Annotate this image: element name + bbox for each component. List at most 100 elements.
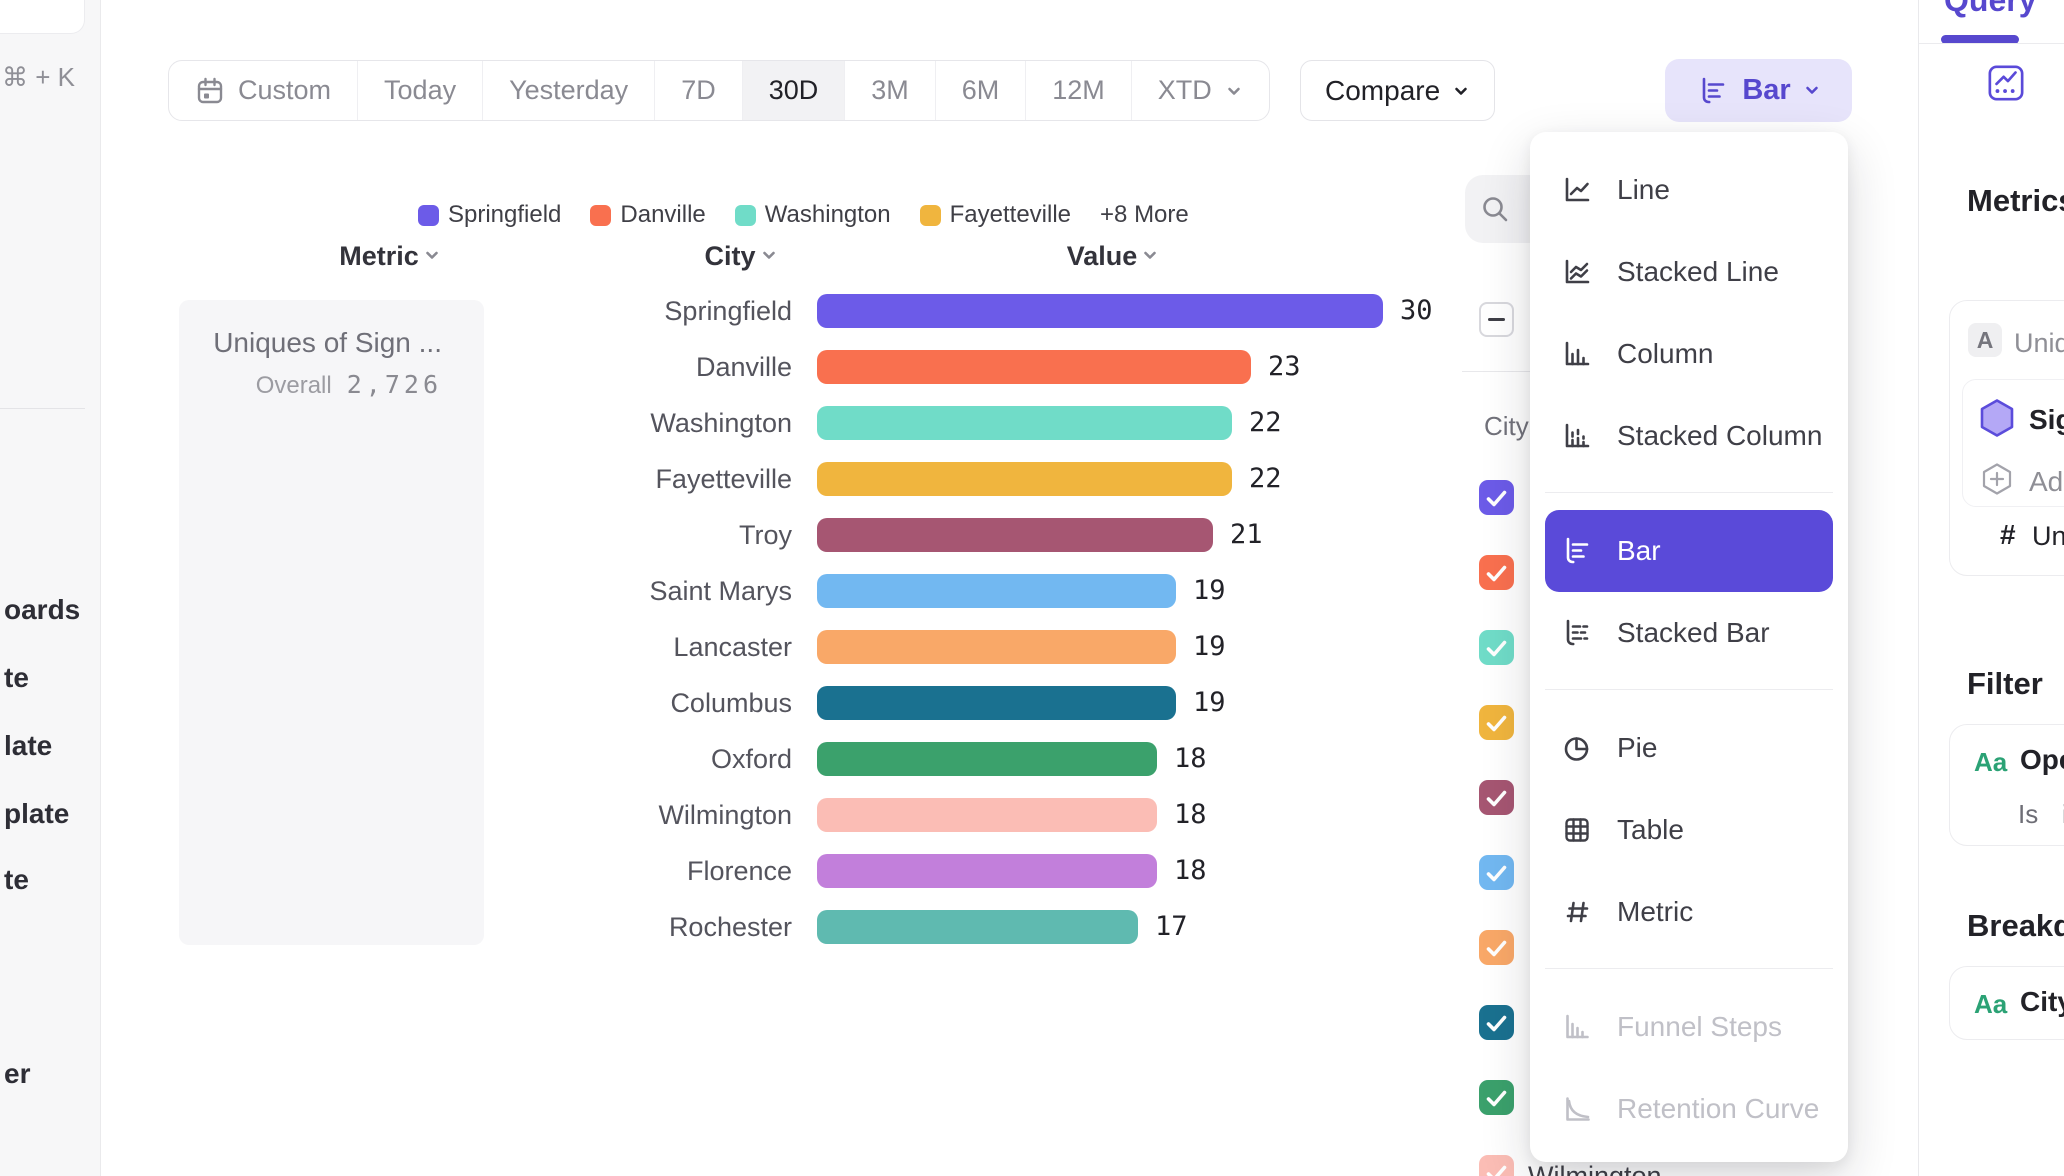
sidebar-item-fragment[interactable]: te — [4, 662, 29, 693]
add-hexagon-icon[interactable] — [1981, 462, 2013, 501]
menu-item-label: Table — [1617, 814, 1684, 845]
date-range-6m[interactable]: 6M — [936, 61, 1027, 120]
bar-florence[interactable] — [817, 854, 1157, 888]
menu-divider — [1545, 968, 1833, 969]
calendar-icon — [195, 76, 225, 106]
bar-lancaster[interactable] — [817, 630, 1176, 664]
column-header-city[interactable]: City — [631, 240, 851, 272]
range-label: XTD — [1157, 75, 1212, 105]
breakdown-heading: Breakdo — [1967, 908, 2064, 943]
line-chart-icon — [1560, 173, 1594, 207]
legend-item[interactable]: Springfield — [418, 201, 561, 229]
date-range-7d[interactable]: 7D — [655, 61, 743, 120]
sidebar-item-fragment[interactable]: te — [4, 864, 29, 895]
bar-rochester[interactable] — [817, 910, 1138, 944]
date-range-xtd[interactable]: XTD — [1132, 61, 1269, 120]
legend-item[interactable]: Washington — [734, 201, 891, 229]
indeterminate-minus-icon — [1488, 317, 1505, 322]
date-range-30d[interactable]: 30D — [742, 61, 846, 120]
range-label: 12M — [1052, 75, 1105, 105]
series-checkbox-lancaster[interactable] — [1479, 930, 1514, 965]
filter-heading: Filter — [1967, 666, 2043, 701]
column-header-value[interactable]: Value — [1003, 240, 1223, 272]
select-all-checkbox[interactable] — [1479, 302, 1514, 337]
sidebar-search-box[interactable] — [0, 0, 85, 34]
range-label: 30D — [768, 75, 819, 105]
series-checkbox-saint-marys[interactable] — [1479, 855, 1514, 890]
metric-summary-card[interactable]: Uniques of Sign ... Overall 2,726 — [179, 300, 484, 945]
menu-item-metric[interactable]: Metric — [1545, 871, 1833, 953]
legend-label: Springfield — [448, 201, 562, 228]
legend-item[interactable]: Fayetteville — [919, 201, 1071, 229]
event-hexagon-icon — [1979, 398, 2015, 443]
bar-oxford[interactable] — [817, 742, 1157, 776]
bar-wilmington[interactable] — [817, 798, 1157, 832]
legend-item[interactable]: Danville — [590, 201, 706, 229]
event-card[interactable]: Sig Ad — [1962, 379, 2064, 507]
column-chart-icon — [1560, 337, 1594, 371]
menu-item-stacked-line[interactable]: Stacked Line — [1545, 231, 1833, 313]
bar-columbus[interactable] — [817, 686, 1176, 720]
chart-preview-icon[interactable] — [1987, 64, 2025, 107]
menu-item-stacked-column[interactable]: Stacked Column — [1545, 395, 1833, 477]
filter-operator[interactable]: Is — [2018, 799, 2039, 829]
menu-item-bar[interactable]: Bar — [1545, 510, 1833, 592]
series-checkbox-oxford[interactable] — [1479, 1080, 1514, 1115]
column-header-metric[interactable]: Metric — [280, 240, 500, 272]
sidebar-item-fragment[interactable]: plate — [4, 798, 70, 829]
series-row-label[interactable]: Wilmington — [1528, 1161, 1662, 1176]
bar-danville[interactable] — [817, 350, 1251, 384]
bar-value-label: 18 — [1174, 799, 1207, 830]
bar-washington[interactable] — [817, 406, 1232, 440]
formula-text: Uniq — [2014, 328, 2064, 358]
compare-label: Compare — [1325, 74, 1441, 106]
series-checkbox-washington[interactable] — [1479, 630, 1514, 665]
metric-title: Uniques of Sign ... — [213, 327, 442, 358]
metric-definition-card[interactable]: A Uniq Sig Ad # Uniqu — [1949, 300, 2064, 576]
funnel-chart-icon — [1560, 1010, 1594, 1044]
sidebar-item-fragment[interactable]: oards — [4, 594, 81, 625]
date-range-today[interactable]: Today — [358, 61, 484, 120]
range-label: Custom — [238, 75, 332, 105]
bar-value-label: 18 — [1174, 855, 1207, 886]
date-range-12m[interactable]: 12M — [1026, 61, 1132, 120]
filter-property: Ope — [2020, 744, 2064, 775]
menu-item-label: Pie — [1617, 732, 1658, 763]
series-checkbox-springfield[interactable] — [1479, 480, 1514, 515]
keyboard-shortcut-hint: ⌘ + K — [2, 62, 75, 92]
filter-value[interactable]: i — [2062, 799, 2064, 830]
tab-query[interactable]: Query — [1944, 0, 2037, 18]
breakdown-card[interactable]: Aa City — [1949, 966, 2064, 1040]
bar-saint-marys[interactable] — [817, 574, 1176, 608]
chart-type-button[interactable]: Bar — [1665, 59, 1852, 122]
series-checkbox-wilmington[interactable] — [1479, 1155, 1514, 1176]
date-range-yesterday[interactable]: Yesterday — [483, 61, 656, 120]
sidebar-item-fragment[interactable]: late — [4, 730, 53, 761]
series-checkbox-danville[interactable] — [1479, 555, 1514, 590]
menu-item-line[interactable]: Line — [1545, 149, 1833, 231]
menu-item-pie[interactable]: Pie — [1545, 707, 1833, 789]
bar-category-label: Rochester — [668, 912, 792, 942]
menu-item-column[interactable]: Column — [1545, 313, 1833, 395]
bar-springfield[interactable] — [817, 294, 1383, 328]
menu-item-stacked-bar[interactable]: Stacked Bar — [1545, 592, 1833, 674]
menu-divider — [1545, 492, 1833, 493]
breakdown-property: City — [2020, 986, 2064, 1017]
sidebar-item-fragment[interactable]: er — [4, 1058, 31, 1089]
menu-item-label: Column — [1617, 338, 1714, 369]
date-range-custom[interactable]: Custom — [169, 61, 359, 120]
legend-more-button[interactable]: +8 More — [1100, 201, 1189, 228]
bar-fayetteville[interactable] — [817, 462, 1232, 496]
bar-troy[interactable] — [817, 518, 1213, 552]
menu-item-table[interactable]: Table — [1545, 789, 1833, 871]
bar-category-label: Washington — [650, 408, 792, 438]
series-checkbox-troy[interactable] — [1479, 780, 1514, 815]
series-checkbox-fayetteville[interactable] — [1479, 705, 1514, 740]
aggregation-text[interactable]: Uniqu — [2032, 521, 2064, 551]
series-checkbox-columbus[interactable] — [1479, 1005, 1514, 1040]
filter-card[interactable]: Aa Ope Is i — [1949, 724, 2064, 846]
bar-category-label: Columbus — [670, 688, 792, 718]
compare-button[interactable]: Compare — [1300, 60, 1496, 121]
menu-item-label: Stacked Column — [1617, 420, 1823, 451]
date-range-3m[interactable]: 3M — [845, 61, 936, 120]
